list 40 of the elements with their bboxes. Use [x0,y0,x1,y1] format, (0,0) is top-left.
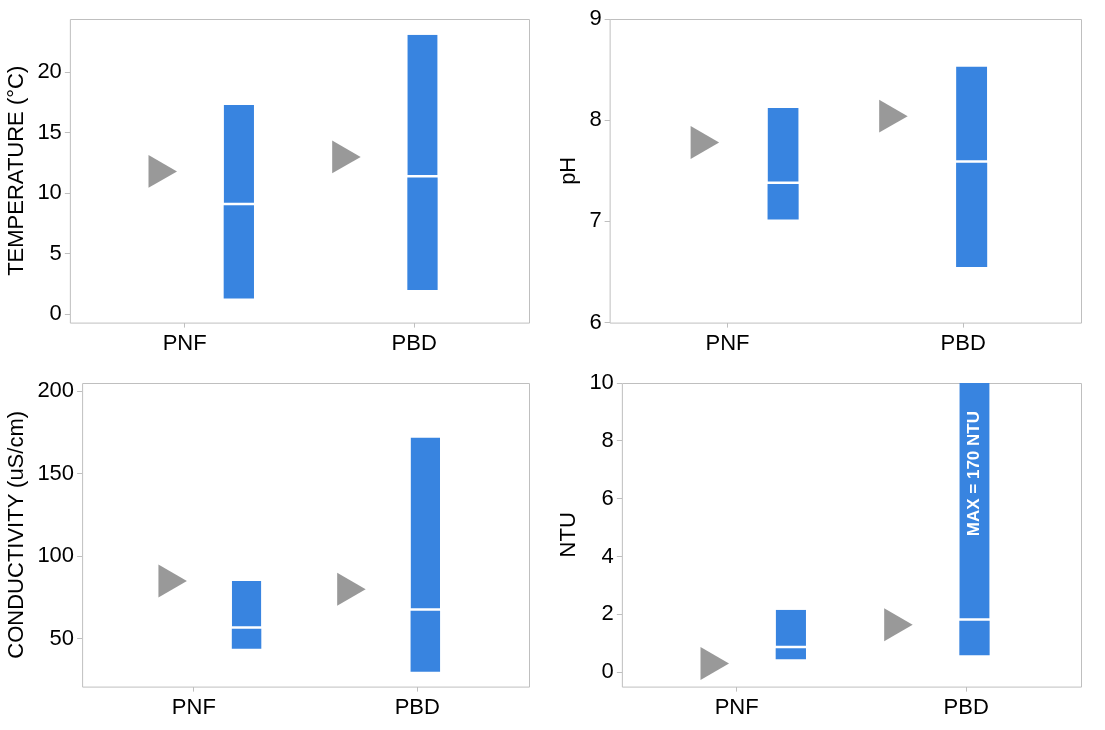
y-tick-label: 150 [37,459,75,485]
y-tick-label: 0 [601,658,614,684]
x-tick-label: PBD [940,329,986,355]
y-tick-label: 200 [37,377,75,403]
y-tick-label: 9 [589,5,602,31]
bar [407,177,438,290]
bar [959,620,990,656]
y-tick-label: 2 [601,600,614,626]
y-tick-label: 4 [601,542,614,568]
x-tick-label: PBD [943,693,989,719]
y-tick-label: 20 [37,58,62,84]
annotation: MAX = 170 NTU [964,411,984,537]
y-tick-label: 8 [589,106,602,132]
x-tick-label: PNF [714,693,759,719]
bar [775,648,806,660]
y-axis-title: CONDUCTIVITY (uS/cm) [3,410,29,659]
y-axis-title: NTU [555,512,581,558]
y-tick-label: 15 [37,118,62,144]
x-tick-label: PNF [705,329,750,355]
x-tick-label: PBD [391,329,437,355]
y-tick-label: 6 [589,308,602,334]
x-tick-label: PNF [162,329,207,355]
bar [410,610,441,672]
bar [956,162,988,267]
y-tick-label: 10 [37,179,62,205]
bar [223,205,254,299]
y-tick-label: 8 [601,426,614,452]
y-tick-label: 6 [601,484,614,510]
bar [231,628,262,649]
y-tick-label: 50 [49,624,75,650]
y-tick-label: 100 [37,542,75,568]
y-tick-label: 5 [49,239,62,265]
y-tick-label: 10 [589,369,614,395]
bar [767,183,799,220]
x-tick-label: PNF [171,693,216,719]
y-tick-label: 0 [49,300,62,326]
y-axis-title: TEMPERATURE (°C) [3,65,29,276]
x-tick-label: PBD [394,693,440,719]
y-tick-label: 7 [589,207,602,233]
y-axis-title: pH [555,156,581,185]
